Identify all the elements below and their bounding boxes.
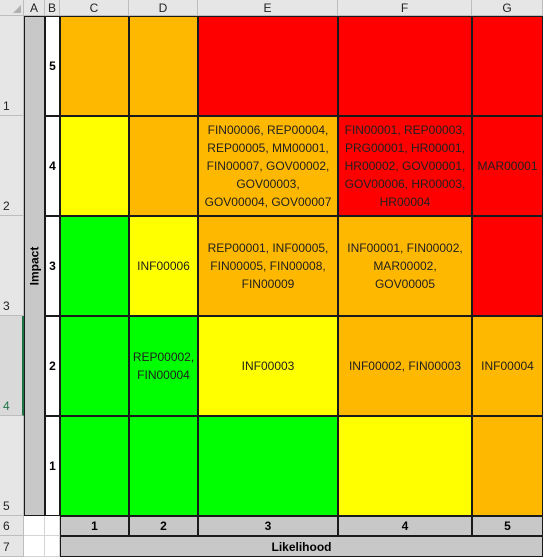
row-header-5[interactable]: 5 <box>0 416 24 516</box>
risk-cell-i5-l3[interactable] <box>198 16 338 116</box>
column-header-a[interactable]: A <box>24 0 45 16</box>
likelihood-level-1[interactable]: 1 <box>60 516 129 536</box>
risk-cell-i2-l2[interactable]: REP00002, FIN00004 <box>129 316 198 416</box>
likelihood-level-4[interactable]: 4 <box>338 516 472 536</box>
impact-level-3[interactable]: 3 <box>45 216 60 316</box>
column-header-c[interactable]: C <box>60 0 129 16</box>
likelihood-level-2[interactable]: 2 <box>129 516 198 536</box>
risk-cell-i4-l1[interactable] <box>60 116 129 216</box>
impact-label-text: Impact <box>27 246 42 286</box>
column-header-b[interactable]: B <box>45 0 60 16</box>
row-header-6[interactable]: 6 <box>0 516 24 536</box>
row-header-2[interactable]: 2 <box>0 116 24 216</box>
impact-level-1[interactable]: 1 <box>45 416 60 516</box>
risk-cell-i2-l3[interactable]: INF00003 <box>198 316 338 416</box>
impact-level-5[interactable]: 5 <box>45 16 60 116</box>
column-header-g[interactable]: G <box>472 0 543 16</box>
column-header-f[interactable]: F <box>338 0 472 16</box>
risk-cell-i5-l4[interactable] <box>338 16 472 116</box>
risk-cell-i3-l2[interactable]: INF00006 <box>129 216 198 316</box>
row-header-3[interactable]: 3 <box>0 216 24 316</box>
impact-level-2[interactable]: 2 <box>45 316 60 416</box>
risk-cell-i3-l5[interactable] <box>472 216 543 316</box>
likelihood-level-5[interactable]: 5 <box>472 516 543 536</box>
risk-cell-i4-l4[interactable]: FIN00001, REP00003, PRG00001, HR00001, H… <box>338 116 472 216</box>
risk-cell-i4-l3[interactable]: FIN00006, REP00004, REP00005, MM00001, F… <box>198 116 338 216</box>
risk-cell-i4-l2[interactable] <box>129 116 198 216</box>
impact-axis-label[interactable]: Impact <box>24 16 45 516</box>
cell-b7[interactable] <box>45 536 60 557</box>
row-header-1[interactable]: 1 <box>0 16 24 116</box>
cell-a6[interactable] <box>24 516 45 536</box>
risk-cell-i1-l3[interactable] <box>198 416 338 516</box>
column-header-e[interactable]: E <box>198 0 338 16</box>
row-header-7[interactable]: 7 <box>0 536 24 557</box>
select-all-button[interactable] <box>0 0 24 16</box>
risk-cell-i1-l1[interactable] <box>60 416 129 516</box>
risk-cell-i1-l5[interactable] <box>472 416 543 516</box>
risk-cell-i4-l5[interactable]: MAR00001 <box>472 116 543 216</box>
risk-cell-i3-l4[interactable]: INF00001, FIN00002, MAR00002, GOV00005 <box>338 216 472 316</box>
risk-cell-i3-l1[interactable] <box>60 216 129 316</box>
risk-cell-i3-l3[interactable]: REP00001, INF00005, FIN00005, FIN00008, … <box>198 216 338 316</box>
cell-a7[interactable] <box>24 536 45 557</box>
impact-level-4[interactable]: 4 <box>45 116 60 216</box>
risk-cell-i1-l2[interactable] <box>129 416 198 516</box>
likelihood-axis-label[interactable]: Likelihood <box>60 536 543 557</box>
risk-cell-i2-l5[interactable]: INF00004 <box>472 316 543 416</box>
risk-cell-i1-l4[interactable] <box>338 416 472 516</box>
likelihood-level-3[interactable]: 3 <box>198 516 338 536</box>
cell-b6[interactable] <box>45 516 60 536</box>
risk-cell-i5-l2[interactable] <box>129 16 198 116</box>
risk-cell-i5-l1[interactable] <box>60 16 129 116</box>
risk-cell-i5-l5[interactable] <box>472 16 543 116</box>
risk-cell-i2-l4[interactable]: INF00002, FIN00003 <box>338 316 472 416</box>
risk-cell-i2-l1[interactable] <box>60 316 129 416</box>
row-header-4[interactable]: 4 <box>0 316 24 416</box>
column-header-d[interactable]: D <box>129 0 198 16</box>
